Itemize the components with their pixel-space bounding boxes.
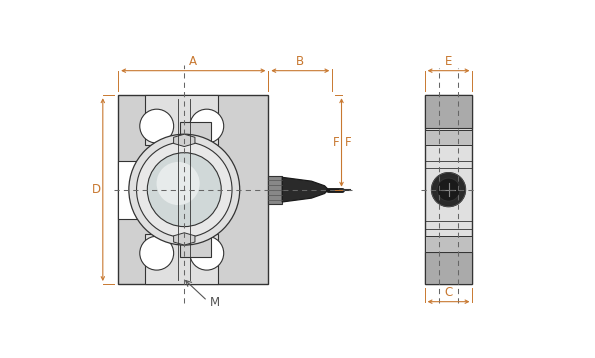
Text: C: C bbox=[444, 286, 453, 299]
Bar bbox=[425, 95, 472, 128]
Text: F: F bbox=[333, 136, 339, 149]
Circle shape bbox=[190, 109, 224, 143]
Circle shape bbox=[136, 142, 232, 237]
Bar bbox=[425, 252, 472, 284]
Circle shape bbox=[129, 134, 240, 245]
Circle shape bbox=[156, 162, 200, 205]
Bar bbox=[118, 95, 268, 284]
Polygon shape bbox=[282, 177, 328, 202]
Polygon shape bbox=[174, 233, 195, 245]
Text: A: A bbox=[189, 55, 198, 68]
Bar bbox=[268, 176, 282, 203]
Text: D: D bbox=[92, 183, 101, 196]
Bar bbox=[425, 130, 472, 145]
Text: M: M bbox=[209, 296, 220, 309]
Circle shape bbox=[140, 109, 174, 143]
Text: E: E bbox=[445, 55, 452, 68]
Bar bbox=[145, 95, 218, 145]
Text: F: F bbox=[345, 136, 351, 149]
Circle shape bbox=[437, 178, 460, 201]
Circle shape bbox=[431, 173, 465, 207]
Polygon shape bbox=[174, 134, 195, 146]
Bar bbox=[145, 234, 218, 284]
Circle shape bbox=[190, 236, 224, 270]
Bar bbox=[180, 122, 211, 145]
Circle shape bbox=[140, 236, 174, 270]
Text: B: B bbox=[296, 55, 305, 68]
Circle shape bbox=[148, 153, 221, 227]
Bar bbox=[425, 95, 472, 284]
Bar bbox=[118, 161, 142, 218]
Bar bbox=[425, 236, 472, 252]
Bar bbox=[180, 234, 211, 257]
